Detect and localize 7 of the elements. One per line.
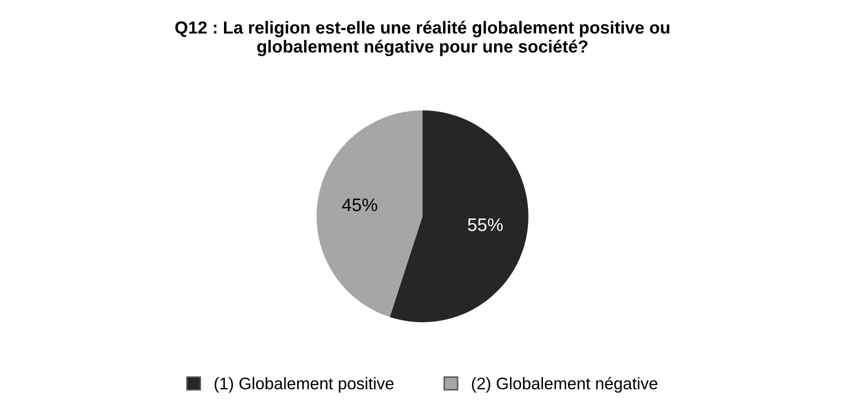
pie-slice [390,110,528,322]
pie-slice [316,110,422,318]
data-label: 55% [468,218,503,232]
data-label: 45% [342,198,378,212]
legend-label: (1) Globalement positive [214,377,394,393]
chart-title: Q12 : La religion est-elle une réalité globalement positive ou globalement négative pour une société? [175,20,670,56]
legend-label: (2) Globalement négative [472,376,658,393]
